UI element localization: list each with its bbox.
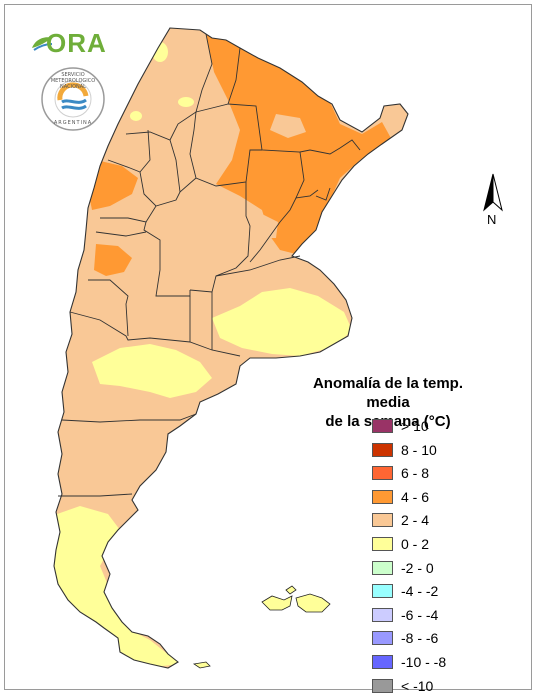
province-borders [53,27,409,669]
north-letter: N [487,212,497,227]
legend-label: -6 - -4 [401,606,439,623]
legend-swatch [372,655,393,669]
legend-item: < -10 [372,678,433,694]
legend-label: > 10 [401,418,429,434]
legend-swatch [372,560,393,575]
legend-swatch [372,489,393,504]
legend-swatch [372,584,393,599]
map-frame [4,4,532,690]
smn-ring-text: SERVICIO METEOROLOGICO NACIONAL [50,72,96,90]
legend-title-line1: Anomalía de la temp. media [312,375,464,411]
legend-item: -4 - -2 [372,583,438,599]
legend-swatch [372,537,393,551]
legend-label: < -10 [401,677,434,694]
legend-swatch [372,442,393,457]
legend-item: 2 - 4 [372,512,429,528]
smn-logo: SERVICIO METEOROLOGICO NACIONAL ARGENTIN… [40,66,106,132]
legend-label: -2 - 0 [401,559,434,576]
legend-swatch [372,631,393,646]
legend-label: 6 - 8 [401,465,430,482]
legend-item: > 10 [372,418,429,434]
legend-label: 4 - 6 [401,488,430,505]
ora-logo: ORA [30,28,110,62]
legend-swatch [372,466,393,481]
legend-item: -8 - -6 [372,630,438,646]
legend-item: -10 - -8 [372,654,446,670]
malvinas-islands [261,585,331,613]
isla-de-los-estados [192,661,211,669]
legend-label: 0 - 2 [401,536,430,552]
legend-item: 6 - 8 [372,465,429,481]
leaf-icon [32,37,53,51]
ora-logo-text: ORA [46,28,107,58]
legend-label: 8 - 10 [401,441,437,458]
legend-item: -6 - -4 [372,607,438,623]
legend-label: -4 - -2 [401,583,439,600]
legend-item: 0 - 2 [372,536,429,552]
smn-country-text: ARGENTINA [53,120,93,126]
legend-swatch [372,678,393,693]
north-arrow-icon [483,173,503,212]
legend-item: -2 - 0 [372,560,434,576]
legend-label: -8 - -6 [401,630,439,647]
legend-label: 2 - 4 [401,512,430,529]
land-base [54,28,408,668]
legend-item: 4 - 6 [372,489,429,505]
legend-label: -10 - -8 [401,654,447,670]
legend-swatch [372,419,393,433]
smn-emblem-icon [41,67,105,131]
legend-item: 8 - 10 [372,442,437,458]
legend-swatch [372,513,393,528]
legend-swatch [372,607,393,622]
